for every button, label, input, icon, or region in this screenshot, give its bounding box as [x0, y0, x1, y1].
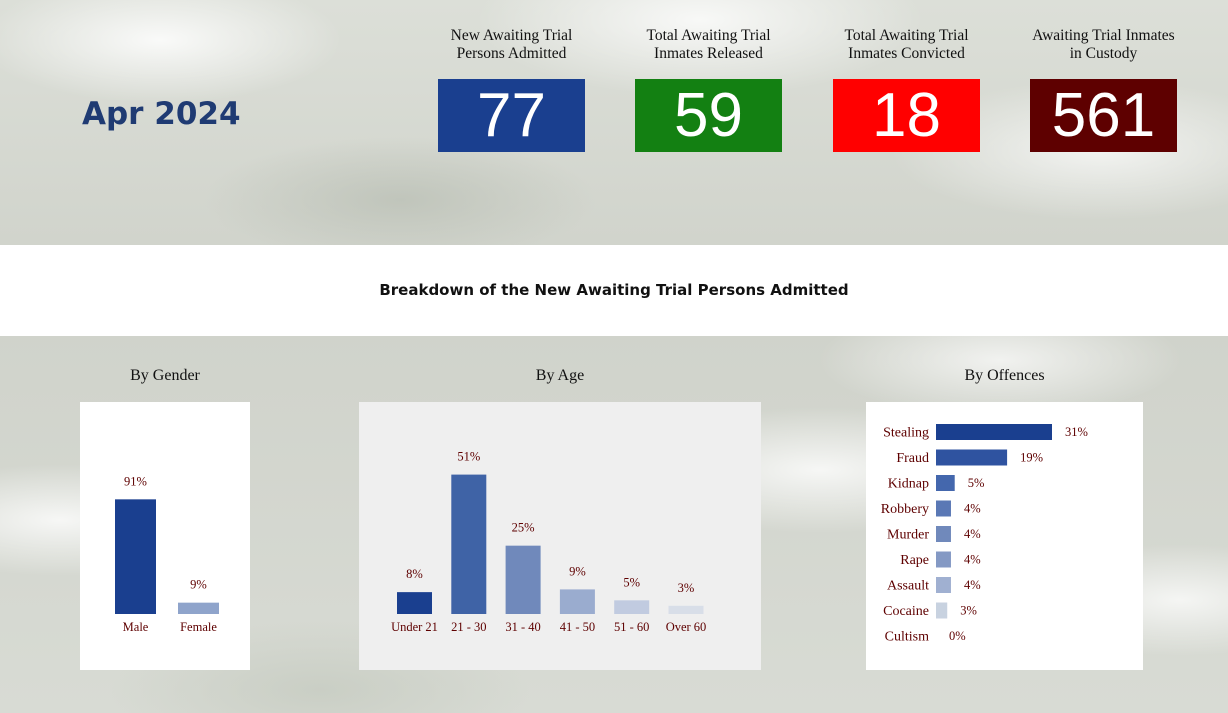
kpi-convicted-label: Total Awaiting Trial Inmates Convicted	[844, 27, 969, 62]
age-tick-label-under-21: Under 21	[391, 620, 438, 634]
offences-chart: Stealing 31% Fraud 19% Kidnap 5% Robbery 4% Murd…	[866, 402, 1143, 670]
gender-tick-label-female: Female	[180, 620, 217, 634]
offences-bar-murder	[936, 526, 951, 542]
offences-tick-label-robbery: Robbery	[881, 502, 929, 517]
offences-data-label-rape: 4%	[964, 553, 981, 567]
offences-tick-label-murder: Murder	[887, 528, 929, 543]
kpi-released-value: 59	[635, 79, 782, 152]
age-chart-title: By Age	[535, 367, 585, 384]
offences-tick-label-cultism: Cultism	[885, 630, 929, 645]
age-tick-label-41-50: 41 - 50	[560, 620, 595, 634]
kpi-admitted: New Awaiting Trial Persons Admitted 77	[438, 27, 585, 152]
offences-data-label-murder: 4%	[964, 527, 981, 541]
age-bar-under-21	[397, 592, 432, 614]
breakdown-band: Breakdown of the New Awaiting Trial Pers…	[0, 245, 1228, 336]
gender-chart: 91% Male 9% Female	[80, 402, 250, 670]
kpi-custody: Awaiting Trial Inmates in Custody 561	[1030, 27, 1177, 152]
age-tick-label-21-30: 21 - 30	[451, 620, 486, 634]
age-data-label-21-30: 51%	[457, 450, 480, 464]
age-bar-over-60	[668, 605, 704, 614]
offences-chart-svg: Stealing 31% Fraud 19% Kidnap 5% Robbery 4% Murd…	[881, 424, 1088, 645]
age-chart: 8% Under 21 51% 21 - 30 25% 31 - 40 9% 41 - 50 5…	[359, 402, 761, 670]
gender-tick-label-male: Male	[123, 620, 149, 634]
age-data-label-over-60: 3%	[678, 581, 695, 595]
offences-tick-label-assault: Assault	[887, 579, 929, 594]
age-data-label-under-21: 8%	[406, 567, 423, 581]
kpi-admitted-label: New Awaiting Trial Persons Admitted	[450, 27, 573, 62]
offences-tick-label-kidnap: Kidnap	[888, 477, 929, 492]
kpi-custody-label: Awaiting Trial Inmates in Custody	[1032, 27, 1175, 62]
gender-chart-svg: 91% Male 9% Female	[115, 474, 219, 634]
age-data-label-51-60: 5%	[623, 575, 640, 589]
offences-bar-stealing	[936, 424, 1052, 440]
offences-tick-label-stealing: Stealing	[883, 426, 929, 441]
offences-data-label-assault: 4%	[964, 578, 981, 592]
gender-bar-female	[178, 602, 219, 614]
kpi-released-label: Total Awaiting Trial Inmates Released	[646, 27, 771, 62]
offences-bar-kidnap	[936, 475, 955, 491]
age-bar-21-30	[451, 474, 487, 614]
offences-data-label-cocaine: 3%	[960, 604, 977, 618]
age-data-label-41-50: 9%	[569, 564, 586, 578]
offences-bar-rape	[936, 551, 951, 568]
age-bar-51-60	[614, 600, 650, 614]
kpi-admitted-value: 77	[438, 79, 585, 152]
age-tick-label-51-60: 51 - 60	[614, 620, 649, 634]
age-tick-label-31-40: 31 - 40	[505, 620, 540, 634]
offences-chart-title: By Offences	[964, 367, 1045, 384]
breakdown-title: Breakdown of the New Awaiting Trial Pers…	[379, 281, 849, 299]
offences-data-label-fraud: 19%	[1020, 451, 1043, 465]
offences-bar-fraud	[936, 449, 1008, 466]
offences-bar-cocaine	[936, 602, 948, 619]
kpi-released: Total Awaiting Trial Inmates Released 59	[635, 27, 782, 152]
offences-tick-label-cocaine: Cocaine	[883, 604, 929, 619]
offences-bar-assault	[936, 577, 951, 593]
offences-data-label-stealing: 31%	[1065, 425, 1088, 439]
kpi-convicted-value: 18	[833, 79, 980, 152]
gender-data-label-female: 9%	[190, 578, 207, 592]
offences-data-label-robbery: 4%	[964, 502, 981, 516]
age-bar-41-50	[559, 589, 595, 614]
age-bar-31-40	[505, 545, 541, 614]
kpi-convicted: Total Awaiting Trial Inmates Convicted 1…	[833, 27, 980, 152]
age-chart-svg: 8% Under 21 51% 21 - 30 25% 31 - 40 9% 41 - 50 5…	[391, 450, 707, 634]
gender-data-label-male: 91%	[124, 474, 147, 488]
offences-tick-label-rape: Rape	[900, 553, 929, 568]
age-data-label-31-40: 25%	[512, 521, 535, 535]
gender-bar-male	[115, 499, 156, 614]
kpi-custody-value: 561	[1030, 79, 1177, 152]
offences-tick-label-fraud: Fraud	[896, 451, 929, 466]
gender-chart-title: By Gender	[130, 367, 200, 384]
offences-bar-robbery	[936, 500, 951, 517]
period-label: Apr 2024	[82, 96, 241, 132]
age-tick-label-over-60: Over 60	[666, 620, 707, 634]
offences-data-label-cultism: 0%	[949, 629, 966, 643]
offences-data-label-kidnap: 5%	[968, 476, 985, 490]
